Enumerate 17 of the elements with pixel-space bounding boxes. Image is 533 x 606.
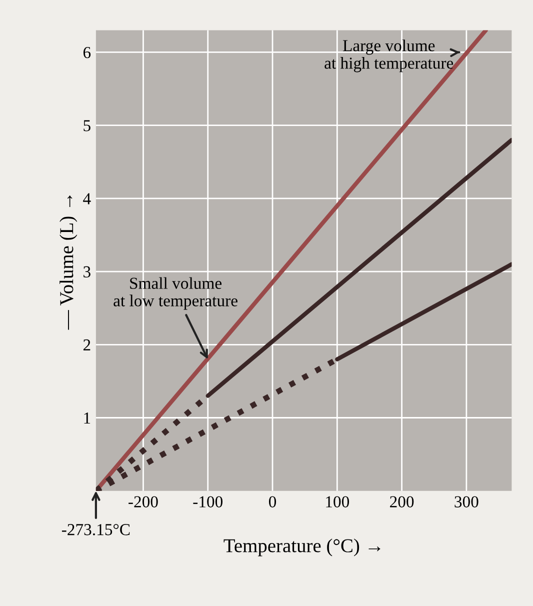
x-tick-label: 200 bbox=[390, 496, 414, 508]
y-tick-label: 3 bbox=[84, 266, 90, 278]
x-tick-label: 100 bbox=[326, 496, 350, 508]
x-tick-label: 0 bbox=[268, 496, 276, 508]
annotation: Large volume at high temperature bbox=[324, 40, 454, 72]
annotation: Small volume at low temperature bbox=[114, 277, 238, 310]
x-tick-label: -200 bbox=[128, 496, 158, 508]
annotation: -273.15°C bbox=[62, 524, 130, 536]
y-axis-title: — Volume (L) → bbox=[60, 195, 78, 330]
y-tick-label: 6 bbox=[83, 46, 91, 58]
x-axis-title: Temperature (°C) → bbox=[224, 538, 380, 556]
y-tick-label: 2 bbox=[83, 339, 90, 350]
y-tick-label: 1 bbox=[84, 412, 90, 424]
x-tick-label: 300 bbox=[454, 496, 478, 508]
y-tick-label: 5 bbox=[84, 120, 90, 132]
x-tick-label: -100 bbox=[193, 496, 223, 508]
y-tick-label: 4 bbox=[83, 193, 91, 204]
